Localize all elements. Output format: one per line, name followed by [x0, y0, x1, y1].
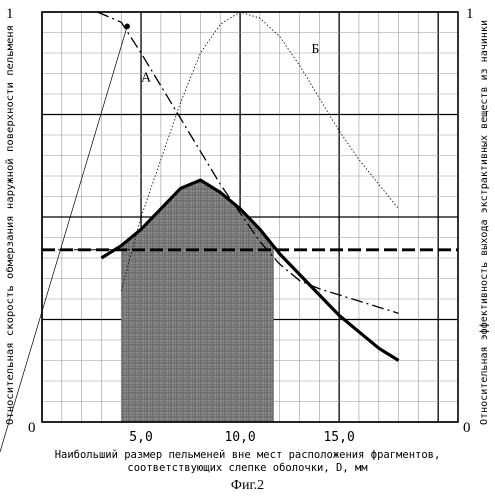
- x-axis-label-line2: соответствующих слепке оболочки, D, мм: [127, 462, 368, 474]
- right-bottom-tick: 0: [463, 420, 471, 436]
- right-top-tick: 1: [466, 6, 474, 22]
- plot-frame: [41, 11, 459, 423]
- shaded-region: [121, 180, 274, 422]
- x-tick-labels: 5,0 10,0 15,0: [129, 430, 354, 445]
- x-axis-label-line1: Наибольший размер пельменей вне мест рас…: [54, 449, 441, 461]
- leader-line: [0, 26, 128, 453]
- curve-label-b: Б: [311, 42, 319, 57]
- series-line-dash-dot: [97, 11, 399, 314]
- x-tick-label: 5,0: [129, 430, 152, 445]
- marker-point: [124, 23, 130, 30]
- series-layer: [0, 11, 458, 453]
- series-line-dotted: [120, 11, 399, 291]
- left-bottom-tick: 0: [28, 420, 36, 436]
- x-tick-label: 15,0: [323, 430, 354, 445]
- curve-label-a: А: [141, 71, 152, 86]
- shaded-area: [121, 180, 274, 422]
- y-axis-label-left: Относительная скорость обмерзания наружн…: [5, 25, 16, 425]
- figure-caption: Фиг.2: [230, 478, 265, 493]
- y-axis-label-right: Относительная эффективность выхода экстр…: [479, 20, 490, 425]
- x-tick-label: 10,0: [224, 430, 255, 445]
- series-line-bold-solid: [100, 178, 400, 362]
- left-top-tick: 1: [6, 6, 14, 22]
- plot-border: [41, 11, 459, 423]
- curve-labels: АБ: [141, 42, 319, 86]
